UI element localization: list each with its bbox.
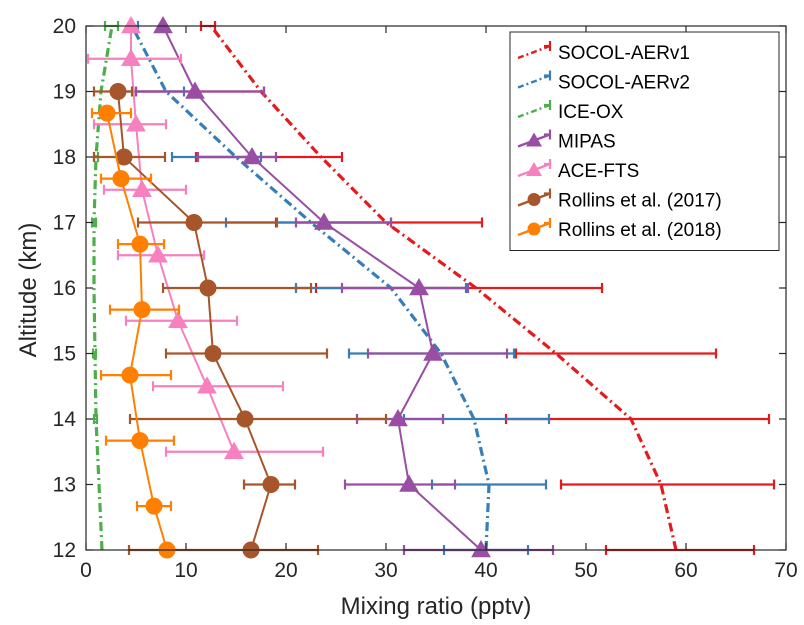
data-point <box>204 345 222 362</box>
data-point <box>262 476 280 493</box>
axes-layer: 0 10 20 30 40 50 60 70 12 13 14 15 16 17 18 19 20 <box>53 15 798 582</box>
y-tick-label: 19 <box>53 81 76 104</box>
data-point <box>126 114 146 132</box>
data-point <box>121 366 139 384</box>
x-tick-label: 70 <box>774 559 797 582</box>
x-tick-label: 50 <box>574 559 597 582</box>
legend-label: ICE-OX <box>558 102 624 123</box>
y-tick-label: 12 <box>53 539 76 562</box>
data-point <box>112 170 130 188</box>
legend-label: ACE-FTS <box>558 161 639 182</box>
legend-swatch <box>517 74 551 89</box>
y-tick-label: 16 <box>53 277 76 300</box>
y-tick-label: 17 <box>53 212 76 235</box>
y-tick-label: 20 <box>53 15 76 38</box>
data-point <box>236 410 254 428</box>
data-point <box>199 279 217 297</box>
data-point <box>197 376 217 394</box>
data-point <box>242 146 262 165</box>
series-4 <box>86 15 325 459</box>
legend-label: MIPAS <box>558 132 616 153</box>
legend-item: MIPAS <box>517 129 616 153</box>
x-tick-label: 60 <box>674 559 697 582</box>
legend-item: ACE-FTS <box>517 159 639 182</box>
x-tick-label: 10 <box>174 559 197 582</box>
data-point <box>121 48 141 66</box>
data-point <box>185 81 205 99</box>
series-6 <box>90 104 181 559</box>
x-tick-label: 40 <box>474 559 497 582</box>
legend-item: Rollins et al. (2017) <box>517 188 722 212</box>
legend-marker <box>526 162 542 176</box>
data-point <box>314 212 334 230</box>
data-point <box>399 474 419 492</box>
legend-label: Rollins et al. (2017) <box>558 191 722 212</box>
data-point <box>145 497 163 515</box>
series-layer <box>86 15 776 559</box>
data-point <box>224 441 244 459</box>
series-line <box>106 112 168 551</box>
data-point <box>388 408 408 427</box>
series-line <box>117 91 272 551</box>
legend-swatch <box>517 44 551 60</box>
data-point <box>121 15 141 34</box>
legend-label: Rollins et al. (2018) <box>558 220 722 241</box>
legend-label: SOCOL-AERv2 <box>558 73 690 94</box>
legend-item: SOCOL-AERv1 <box>517 41 690 64</box>
x-axis-label: Mixing ratio (pptv) <box>341 593 532 620</box>
x-tick-label: 0 <box>80 559 92 582</box>
legend-marker <box>526 132 542 147</box>
legend-marker <box>527 222 541 236</box>
data-point <box>133 301 151 319</box>
series-line <box>209 25 678 551</box>
data-point <box>153 15 173 34</box>
data-point <box>168 310 188 328</box>
data-point <box>185 214 203 231</box>
legend: SOCOL-AERv1 SOCOL-AERv2 ICE-OX MIPAS ACE-FTS… <box>509 31 780 251</box>
x-tick-label: 30 <box>374 559 397 582</box>
data-point <box>131 432 149 450</box>
data-point <box>132 179 152 197</box>
y-tick-label: 15 <box>53 343 76 366</box>
legend-item: Rollins et al. (2018) <box>517 218 722 241</box>
data-point <box>409 277 429 296</box>
y-tick-label: 14 <box>53 408 77 431</box>
x-tick-label: 20 <box>274 559 297 582</box>
legend-box <box>509 31 780 251</box>
legend-marker <box>527 193 541 206</box>
y-axis-label: Altitude (km) <box>15 223 42 358</box>
data-point <box>109 83 127 100</box>
data-point <box>98 104 116 122</box>
data-point <box>423 343 443 361</box>
y-tick-label: 13 <box>53 474 76 497</box>
y-tick-label: 18 <box>53 146 76 169</box>
data-point <box>131 235 149 253</box>
legend-item: SOCOL-AERv2 <box>517 70 690 94</box>
legend-item: ICE-OX <box>517 100 624 123</box>
legend-swatch <box>517 103 551 119</box>
data-point <box>148 245 168 263</box>
legend-label: SOCOL-AERv1 <box>558 43 690 64</box>
